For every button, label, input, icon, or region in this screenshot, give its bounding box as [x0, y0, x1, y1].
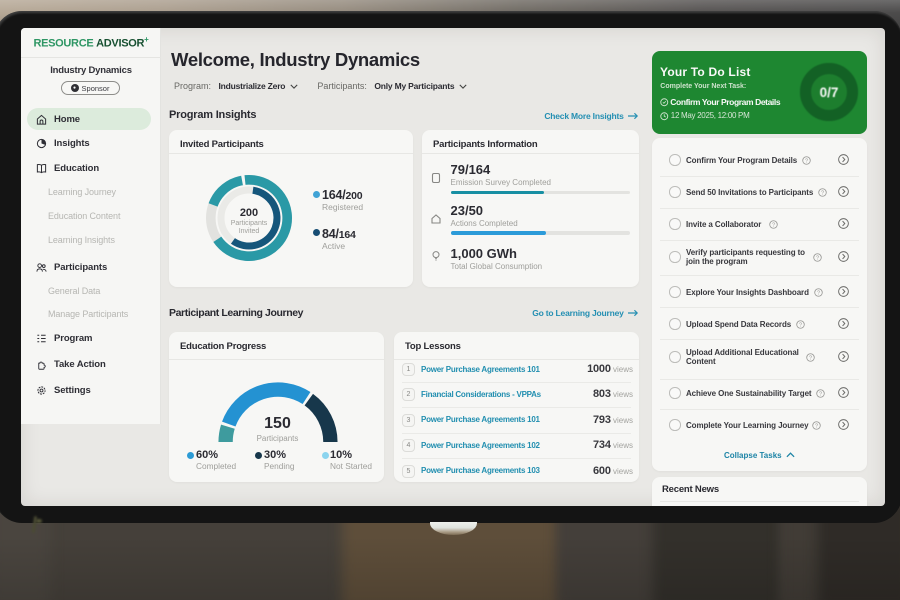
svg-text:?: ? [799, 322, 802, 328]
svg-text:?: ? [815, 423, 818, 429]
svg-text:?: ? [816, 255, 819, 261]
svg-text:?: ? [819, 391, 822, 397]
svg-text:?: ? [772, 222, 775, 228]
svg-text:?: ? [809, 355, 812, 361]
svg-text:?: ? [805, 158, 808, 164]
svg-text:?: ? [821, 190, 824, 196]
svg-text:?: ? [817, 290, 820, 296]
svg-text:0/7: 0/7 [820, 85, 839, 100]
